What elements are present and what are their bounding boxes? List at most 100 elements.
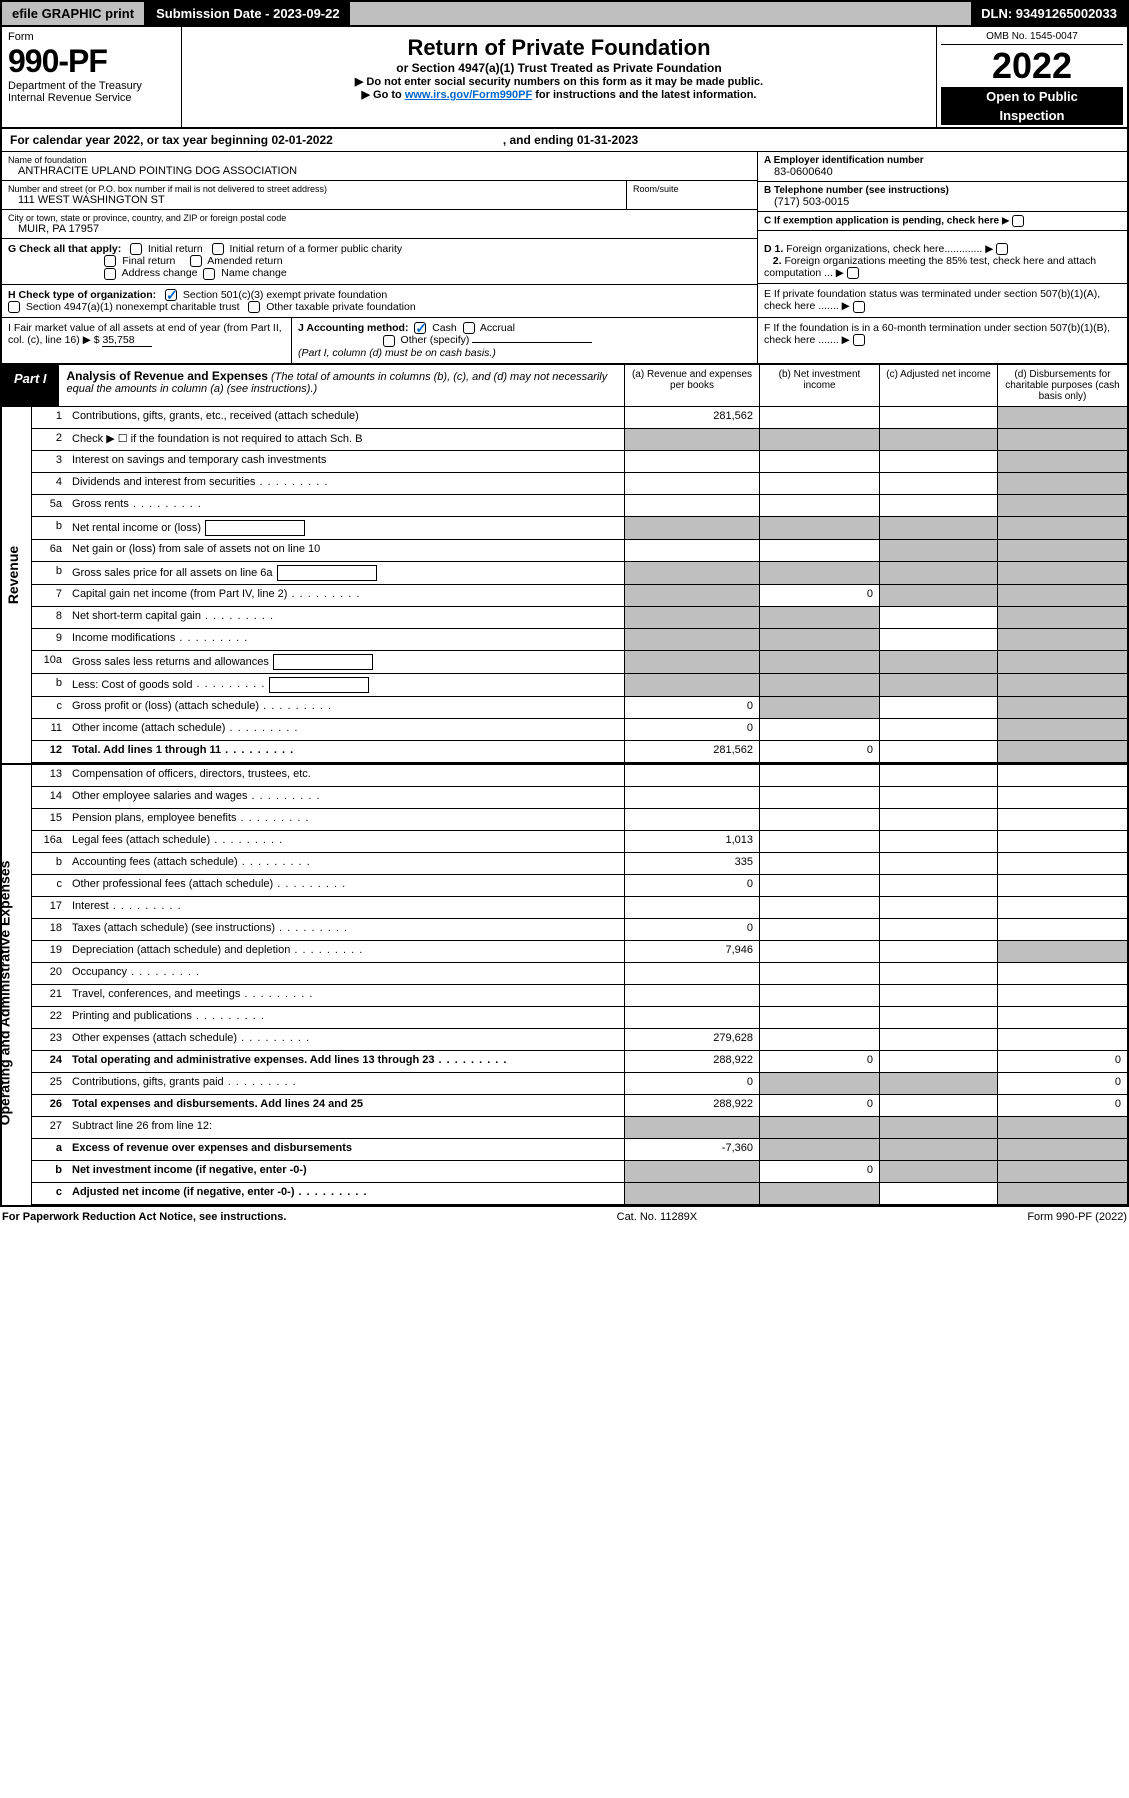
line-26-num: 26 bbox=[32, 1095, 68, 1116]
line-10b: b Less: Cost of goods sold bbox=[32, 674, 1127, 697]
line-15-a bbox=[624, 809, 759, 830]
city-label: City or town, state or province, country… bbox=[8, 213, 751, 223]
line-1: 1 Contributions, gifts, grants, etc., re… bbox=[32, 407, 1127, 429]
line-5b-num: b bbox=[32, 517, 68, 539]
line-8-a bbox=[624, 607, 759, 628]
line-16a-b bbox=[759, 831, 879, 852]
j-other-input[interactable] bbox=[472, 342, 592, 343]
line-9-c bbox=[879, 629, 997, 650]
line-15: 15 Pension plans, employee benefits bbox=[32, 809, 1127, 831]
f-checkbox[interactable] bbox=[853, 334, 865, 346]
line-10c: c Gross profit or (loss) (attach schedul… bbox=[32, 697, 1127, 719]
line-27a-desc: Excess of revenue over expenses and disb… bbox=[68, 1139, 624, 1160]
dept-label: Department of the Treasury bbox=[8, 80, 175, 92]
line-2-b bbox=[759, 429, 879, 450]
line-26: 26 Total expenses and disbursements. Add… bbox=[32, 1095, 1127, 1117]
line-9-b bbox=[759, 629, 879, 650]
line-1-a: 281,562 bbox=[624, 407, 759, 428]
revenue-label: Revenue bbox=[5, 545, 21, 603]
e-section: E If private foundation status was termi… bbox=[758, 284, 1127, 316]
line-4-d bbox=[997, 473, 1127, 494]
line-19: 19 Depreciation (attach schedule) and de… bbox=[32, 941, 1127, 963]
h-opt-3: Other taxable private foundation bbox=[266, 301, 415, 313]
line-1-b bbox=[759, 407, 879, 428]
line-13-a bbox=[624, 765, 759, 786]
line-25-a: 0 bbox=[624, 1073, 759, 1094]
line-18-desc: Taxes (attach schedule) (see instruction… bbox=[68, 919, 624, 940]
h-4947-checkbox[interactable] bbox=[8, 301, 20, 313]
line-16a-desc: Legal fees (attach schedule) bbox=[68, 831, 624, 852]
g-addrchange-checkbox[interactable] bbox=[104, 268, 116, 280]
line-9: 9 Income modifications bbox=[32, 629, 1127, 651]
line-5a-b bbox=[759, 495, 879, 516]
line-13-desc: Compensation of officers, directors, tru… bbox=[68, 765, 624, 786]
line-10a-a bbox=[624, 651, 759, 673]
line-13-c bbox=[879, 765, 997, 786]
g-final-checkbox[interactable] bbox=[104, 255, 116, 267]
col-d-header: (d) Disbursements for charitable purpose… bbox=[997, 365, 1127, 406]
line-18: 18 Taxes (attach schedule) (see instruct… bbox=[32, 919, 1127, 941]
j-note: (Part I, column (d) must be on cash basi… bbox=[298, 347, 496, 359]
line-18-a: 0 bbox=[624, 919, 759, 940]
j-accrual-checkbox[interactable] bbox=[463, 322, 475, 334]
line-16b-desc: Accounting fees (attach schedule) bbox=[68, 853, 624, 874]
line-27c: c Adjusted net income (if negative, ente… bbox=[32, 1183, 1127, 1205]
line-5b-b bbox=[759, 517, 879, 539]
line-16c-a: 0 bbox=[624, 875, 759, 896]
g-initial-checkbox[interactable] bbox=[130, 243, 142, 255]
line-9-desc: Income modifications bbox=[68, 629, 624, 650]
line-5a-desc: Gross rents bbox=[68, 495, 624, 516]
line-26-desc: Total expenses and disbursements. Add li… bbox=[68, 1095, 624, 1116]
irs-link[interactable]: www.irs.gov/Form990PF bbox=[405, 89, 532, 101]
c-label: C If exemption application is pending, c… bbox=[764, 216, 999, 227]
line-11: 11 Other income (attach schedule) 0 bbox=[32, 719, 1127, 741]
form-id-block: Form 990-PF Department of the Treasury I… bbox=[2, 27, 182, 127]
line-20-desc: Occupancy bbox=[68, 963, 624, 984]
footer-right: Form 990-PF (2022) bbox=[1027, 1211, 1127, 1223]
j-other-checkbox[interactable] bbox=[383, 335, 395, 347]
line-6a-a bbox=[624, 540, 759, 561]
e-checkbox[interactable] bbox=[853, 301, 865, 313]
line-25-c bbox=[879, 1073, 997, 1094]
j-cash-checkbox[interactable] bbox=[414, 322, 426, 334]
line-5b-desc: Net rental income or (loss) bbox=[68, 517, 624, 539]
g-initial-former-checkbox[interactable] bbox=[212, 243, 224, 255]
line-16c-c bbox=[879, 875, 997, 896]
h-other-checkbox[interactable] bbox=[248, 301, 260, 313]
line-13-num: 13 bbox=[32, 765, 68, 786]
line-8-num: 8 bbox=[32, 607, 68, 628]
line-27a-a: -7,360 bbox=[624, 1139, 759, 1160]
line-16a-c bbox=[879, 831, 997, 852]
line-12-num: 12 bbox=[32, 741, 68, 762]
line-24-b: 0 bbox=[759, 1051, 879, 1072]
d1-checkbox[interactable] bbox=[996, 243, 1008, 255]
line-15-c bbox=[879, 809, 997, 830]
i-section: I Fair market value of all assets at end… bbox=[2, 318, 292, 362]
line-27c-c bbox=[879, 1183, 997, 1204]
line-11-desc: Other income (attach schedule) bbox=[68, 719, 624, 740]
d2-checkbox[interactable] bbox=[847, 267, 859, 279]
line-17-b bbox=[759, 897, 879, 918]
h-501c3-checkbox[interactable] bbox=[165, 289, 177, 301]
c-checkbox[interactable] bbox=[1012, 215, 1024, 227]
g-namechange-checkbox[interactable] bbox=[203, 268, 215, 280]
line-22-a bbox=[624, 1007, 759, 1028]
cal-end: , and ending 01-31-2023 bbox=[503, 133, 638, 147]
line-14-a bbox=[624, 787, 759, 808]
line-20: 20 Occupancy bbox=[32, 963, 1127, 985]
line-11-num: 11 bbox=[32, 719, 68, 740]
line-16c-d bbox=[997, 875, 1127, 896]
city: MUIR, PA 17957 bbox=[8, 223, 751, 235]
line-27-num: 27 bbox=[32, 1117, 68, 1138]
line-7-d bbox=[997, 585, 1127, 606]
g-label: G Check all that apply: bbox=[8, 243, 121, 255]
line-12-d bbox=[997, 741, 1127, 762]
note-ssn: ▶ Do not enter social security numbers o… bbox=[190, 75, 928, 88]
efile-print-button[interactable]: efile GRAPHIC print bbox=[2, 2, 146, 25]
line-16b-c bbox=[879, 853, 997, 874]
line-23-b bbox=[759, 1029, 879, 1050]
line-13-d bbox=[997, 765, 1127, 786]
line-3-b bbox=[759, 451, 879, 472]
line-1-desc: Contributions, gifts, grants, etc., rece… bbox=[68, 407, 624, 428]
g-amended-checkbox[interactable] bbox=[190, 255, 202, 267]
